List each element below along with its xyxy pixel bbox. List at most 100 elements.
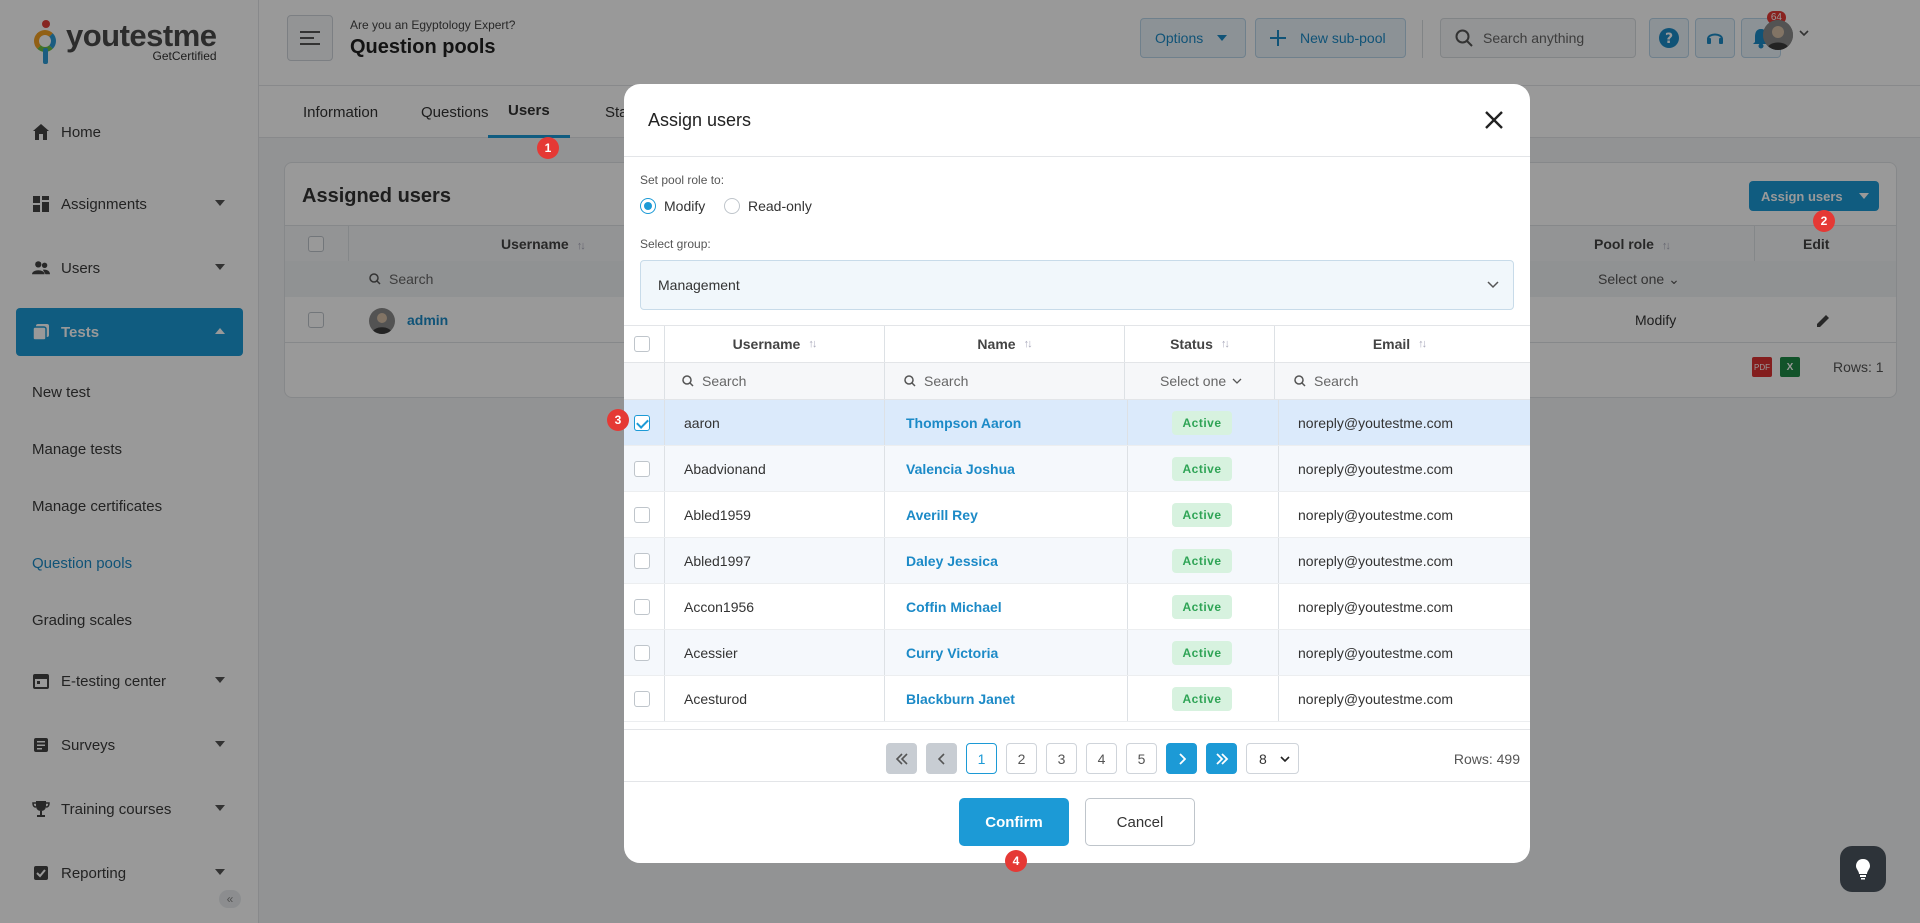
name-link[interactable]: Valencia Joshua xyxy=(906,460,1015,477)
status-badge: Active xyxy=(1172,410,1232,435)
select-all-checkbox[interactable] xyxy=(634,336,650,352)
column-header-username[interactable]: Username ↑↓ xyxy=(664,326,884,362)
sidebar-item-reporting[interactable]: Reporting xyxy=(0,841,259,905)
sidebar-subitem-grading-scales[interactable]: Grading scales xyxy=(32,612,133,629)
page-button-2[interactable]: 2 xyxy=(1006,743,1037,774)
new-subpool-button[interactable]: New sub-pool xyxy=(1255,18,1406,58)
name-link[interactable]: Curry Victoria xyxy=(906,644,999,661)
sidebar-item-tests[interactable]: Tests xyxy=(16,308,243,356)
status-cell: Active xyxy=(1127,630,1277,675)
email-search-input[interactable]: Search xyxy=(1294,363,1358,399)
sidebar-subitem-manage-tests[interactable]: Manage tests xyxy=(32,441,123,458)
assign-users-button[interactable]: Assign users xyxy=(1749,181,1879,211)
row-checkbox[interactable] xyxy=(634,553,650,569)
sidebar-collapse-button[interactable]: « xyxy=(219,890,241,908)
select-all-checkbox[interactable] xyxy=(308,236,324,252)
row-checkbox[interactable] xyxy=(634,645,650,661)
radio-circle xyxy=(640,198,656,214)
name-search-input[interactable]: Search xyxy=(904,363,968,399)
name-link[interactable]: Averill Rey xyxy=(906,506,978,523)
username-search-input[interactable]: Search xyxy=(682,363,746,399)
menu-toggle-button[interactable] xyxy=(287,15,333,61)
row-checkbox[interactable] xyxy=(634,599,650,615)
name-link[interactable]: Daley Jessica xyxy=(906,552,998,569)
sidebar-item-training-courses[interactable]: Training courses xyxy=(0,777,259,841)
column-header-name[interactable]: Name ↑↓ xyxy=(884,326,1124,362)
row-checkbox[interactable] xyxy=(634,415,650,431)
first-page-button[interactable] xyxy=(886,743,917,774)
sidebar-item-assignments[interactable]: Assignments xyxy=(0,172,259,236)
page-button-4[interactable]: 4 xyxy=(1086,743,1117,774)
sidebar-subitem-manage-certificates[interactable]: Manage certificates xyxy=(32,498,163,515)
username-search-input[interactable]: Search xyxy=(369,271,433,287)
assignments-icon xyxy=(32,195,50,213)
sidebar-subitem-question-pools[interactable]: Question pools xyxy=(32,555,133,572)
row-checkbox[interactable] xyxy=(634,691,650,707)
column-header-username[interactable]: Username ↑↓ xyxy=(501,236,586,252)
row-checkbox[interactable] xyxy=(634,461,650,477)
tab-information[interactable]: Information xyxy=(303,103,379,121)
name-link[interactable]: Thompson Aaron xyxy=(906,414,1022,431)
help-fab-button[interactable] xyxy=(1840,846,1886,892)
last-page-button[interactable] xyxy=(1206,743,1237,774)
user-avatar[interactable] xyxy=(1763,20,1793,50)
tab-users[interactable]: Users xyxy=(488,86,570,138)
lightbulb-icon xyxy=(1856,859,1870,880)
row-checkbox[interactable] xyxy=(308,312,324,328)
search-placeholder: Search xyxy=(1314,373,1359,389)
username-link[interactable]: admin xyxy=(407,312,449,328)
tests-icon xyxy=(32,323,50,341)
cancel-button[interactable]: Cancel xyxy=(1085,798,1195,846)
column-header-label: Status xyxy=(1170,336,1213,352)
sidebar-subitem-new-test[interactable]: New test xyxy=(32,384,91,401)
table-row[interactable]: Abled1959 Averill Rey Active noreply@youtes… xyxy=(624,492,1530,538)
name-link[interactable]: Coffin Michael xyxy=(906,598,1002,615)
table-row[interactable]: Abled1997 Daley Jessica Active noreply@yout… xyxy=(624,538,1530,584)
pdf-export-icon[interactable]: PDF xyxy=(1752,357,1772,377)
name-link[interactable]: Blackburn Janet xyxy=(906,690,1015,707)
sidebar-item-etesting-center[interactable]: E-testing center xyxy=(0,649,259,713)
table-row[interactable]: Accon1956 Coffin Michael Active noreply@you… xyxy=(624,584,1530,630)
close-icon[interactable] xyxy=(1480,106,1508,134)
radio-read-only[interactable]: Read-only xyxy=(724,198,812,214)
column-header-email[interactable]: Email ↑↓ xyxy=(1274,326,1524,362)
tab-questions[interactable]: Questions xyxy=(421,103,489,121)
status-cell: Active xyxy=(1127,400,1277,445)
support-button[interactable] xyxy=(1695,18,1735,58)
excel-export-icon[interactable]: X xyxy=(1780,357,1800,377)
radio-modify[interactable]: Modify xyxy=(640,198,705,214)
sidebar-item-users[interactable]: Users xyxy=(0,236,259,300)
options-button[interactable]: Options xyxy=(1140,18,1246,58)
table-row[interactable]: aaron Thompson Aaron Active noreply@youtest… xyxy=(624,400,1530,446)
chevron-down-icon xyxy=(1280,756,1290,762)
sidebar-item-home[interactable]: Home xyxy=(0,108,259,156)
tab-statistics[interactable]: Sta xyxy=(605,103,628,121)
double-chevron-left-icon xyxy=(895,752,908,765)
chevron-down-icon[interactable] xyxy=(1799,29,1809,37)
row-checkbox[interactable] xyxy=(634,507,650,523)
confirm-button[interactable]: Confirm xyxy=(959,798,1069,846)
username-cell: aaron xyxy=(684,414,720,431)
table-row[interactable]: Acesturod Blackburn Janet Active noreply@yo… xyxy=(624,676,1530,722)
pool-role-filter-select[interactable]: Select one ⌄ xyxy=(1598,271,1680,288)
table-row[interactable]: Abadvionand Valencia Joshua Active noreply@… xyxy=(624,446,1530,492)
help-button[interactable]: ? xyxy=(1649,18,1689,58)
sidebar-item-surveys[interactable]: Surveys xyxy=(0,713,259,777)
status-filter-select[interactable]: Select one xyxy=(1160,363,1242,399)
column-header-label: Email xyxy=(1372,336,1411,352)
rows-per-page-select[interactable]: 8 xyxy=(1246,743,1299,774)
next-page-button[interactable] xyxy=(1166,743,1197,774)
column-header-pool-role[interactable]: Pool role ↑↓ xyxy=(1594,236,1671,252)
group-select[interactable]: Management xyxy=(640,260,1514,310)
global-search-input[interactable]: Search anything xyxy=(1440,18,1636,58)
prev-page-button[interactable] xyxy=(926,743,957,774)
column-header-status[interactable]: Status ↑↓ xyxy=(1124,326,1274,362)
page-button-5[interactable]: 5 xyxy=(1126,743,1157,774)
logo[interactable]: youtestme GetCertified xyxy=(34,16,217,68)
page-button-3[interactable]: 3 xyxy=(1046,743,1077,774)
table-row[interactable]: Acessier Curry Victoria Active noreply@yout… xyxy=(624,630,1530,676)
page-button-1[interactable]: 1 xyxy=(966,743,997,774)
status-badge: Active xyxy=(1172,640,1232,665)
pencil-icon[interactable] xyxy=(1815,313,1831,329)
modal-footer: Confirm Cancel xyxy=(624,781,1530,863)
